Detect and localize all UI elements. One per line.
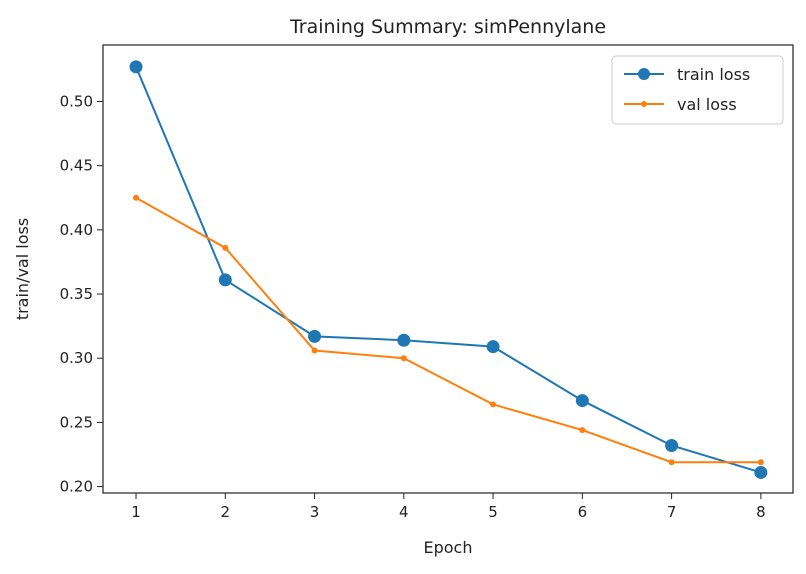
- val-loss-point: [311, 347, 318, 354]
- y-tick-label: 0.20: [60, 478, 93, 496]
- train-loss-point: [218, 273, 232, 287]
- x-tick-label: 7: [667, 503, 677, 521]
- legend-train-label: train loss: [677, 65, 750, 84]
- x-tick-label: 4: [399, 503, 409, 521]
- train-loss-point: [397, 333, 411, 347]
- y-tick-label: 0.35: [60, 285, 93, 303]
- y-axis-label: train/val loss: [13, 218, 32, 320]
- x-tick-label: 2: [221, 503, 231, 521]
- y-tick-label: 0.45: [60, 157, 93, 175]
- y-tick-label: 0.25: [60, 413, 93, 431]
- train-loss-point: [665, 439, 679, 453]
- y-tick-label: 0.40: [60, 221, 93, 239]
- val-loss-point: [668, 459, 675, 466]
- y-tick-label: 0.50: [60, 92, 93, 110]
- train-loss-point: [308, 329, 322, 343]
- val-loss-line: [135, 196, 761, 464]
- train-loss-line: [135, 66, 762, 474]
- val-loss-point: [757, 459, 764, 466]
- train-loss-point: [486, 340, 500, 354]
- y-tick-label: 0.30: [60, 349, 93, 367]
- plot-frame: [102, 44, 794, 494]
- val-loss-point: [400, 355, 407, 362]
- x-tick-label: 6: [578, 503, 588, 521]
- legend: train loss val loss: [611, 55, 784, 125]
- train-loss-point: [575, 394, 589, 408]
- legend-train-marker: [638, 68, 650, 80]
- val-loss-point: [490, 401, 497, 408]
- x-tick-label: 3: [310, 503, 320, 521]
- train-loss-point: [754, 465, 768, 479]
- train-loss-point: [129, 60, 143, 74]
- val-loss-point: [222, 244, 229, 251]
- x-tick-label: 8: [756, 503, 766, 521]
- chart-title: Training Summary: simPennylane: [289, 16, 606, 38]
- x-tick-label: 1: [131, 503, 141, 521]
- x-axis-label: Epoch: [424, 538, 473, 557]
- val-loss-point: [579, 427, 586, 434]
- legend-val-marker: [641, 101, 647, 107]
- val-loss-point: [133, 194, 140, 201]
- x-tick-label: 5: [488, 503, 498, 521]
- legend-val-label: val loss: [677, 95, 737, 114]
